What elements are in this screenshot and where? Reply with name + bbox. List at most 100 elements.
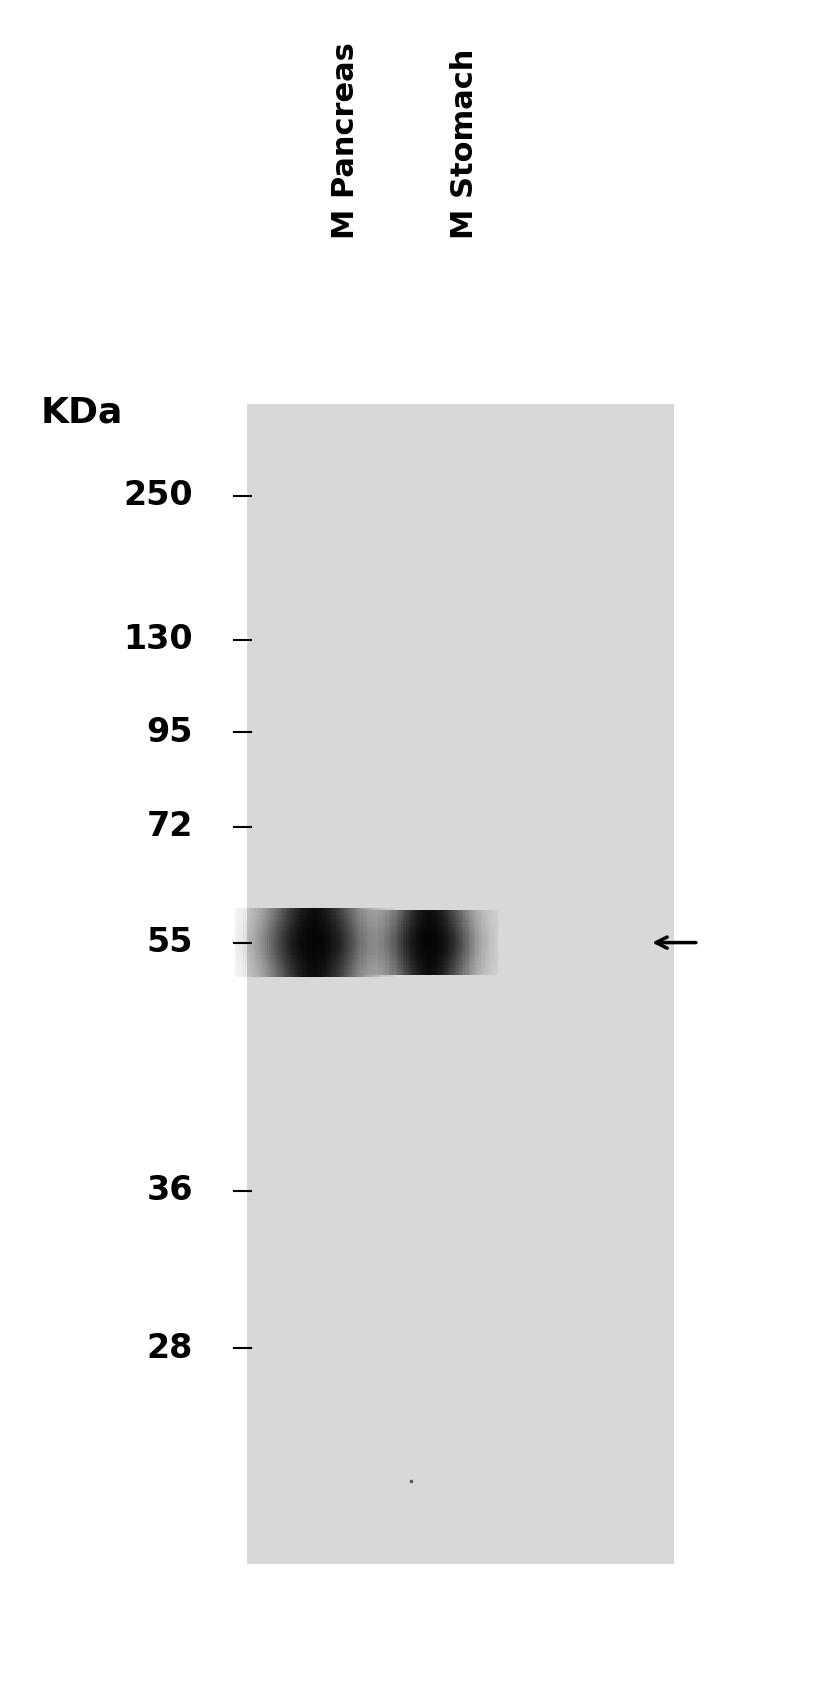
Bar: [263, 951, 266, 955]
Bar: [348, 970, 349, 974]
Bar: [397, 921, 399, 924]
Bar: [388, 970, 390, 974]
Bar: [326, 974, 327, 977]
Bar: [334, 967, 335, 970]
Bar: [293, 948, 295, 951]
Bar: [484, 931, 486, 934]
Bar: [432, 962, 434, 965]
Bar: [330, 951, 331, 955]
Bar: [473, 928, 475, 931]
Bar: [263, 948, 266, 951]
Bar: [486, 962, 487, 965]
Bar: [243, 933, 245, 938]
Bar: [270, 933, 271, 938]
Bar: [312, 926, 313, 929]
Bar: [259, 923, 261, 926]
Bar: [378, 931, 380, 934]
Bar: [437, 914, 439, 918]
Bar: [392, 948, 394, 951]
Bar: [320, 907, 321, 911]
Bar: [486, 911, 487, 914]
Bar: [394, 934, 395, 938]
Bar: [493, 938, 495, 941]
Bar: [303, 974, 306, 977]
Bar: [273, 951, 275, 955]
Bar: [299, 916, 302, 919]
Bar: [334, 911, 335, 916]
Bar: [479, 918, 481, 921]
Bar: [413, 921, 415, 924]
Bar: [386, 911, 388, 916]
Bar: [472, 965, 473, 968]
Bar: [469, 934, 470, 938]
Bar: [370, 974, 372, 977]
Bar: [417, 938, 418, 941]
Bar: [495, 965, 496, 968]
Bar: [496, 914, 498, 918]
Bar: [437, 965, 439, 968]
Bar: [453, 965, 455, 968]
Bar: [422, 972, 423, 975]
Bar: [367, 911, 370, 916]
Bar: [464, 911, 465, 914]
Bar: [436, 914, 437, 918]
Bar: [243, 926, 245, 929]
Bar: [496, 934, 498, 938]
Bar: [307, 963, 309, 967]
Bar: [255, 911, 257, 916]
Bar: [245, 907, 247, 977]
Bar: [388, 907, 390, 977]
Bar: [307, 967, 309, 970]
Bar: [335, 958, 338, 963]
Bar: [415, 914, 417, 918]
Bar: [235, 945, 237, 948]
Bar: [434, 951, 436, 955]
Bar: [372, 955, 374, 958]
Bar: [403, 911, 404, 975]
Bar: [245, 907, 247, 911]
Bar: [352, 948, 353, 951]
Bar: [428, 934, 431, 938]
Bar: [475, 928, 478, 931]
Bar: [372, 911, 373, 975]
Bar: [487, 972, 489, 975]
Bar: [404, 972, 406, 975]
Bar: [309, 916, 312, 919]
Bar: [261, 907, 263, 977]
Bar: [441, 948, 442, 951]
Bar: [493, 934, 495, 938]
Bar: [496, 938, 498, 941]
Bar: [362, 974, 363, 977]
Bar: [473, 951, 475, 955]
Bar: [261, 974, 263, 977]
Bar: [348, 923, 349, 926]
Bar: [376, 968, 378, 972]
Bar: [431, 921, 432, 924]
Bar: [478, 921, 479, 924]
Bar: [376, 911, 378, 975]
Bar: [335, 919, 338, 923]
Bar: [327, 911, 330, 916]
Bar: [390, 911, 392, 916]
Bar: [442, 924, 444, 928]
Bar: [395, 968, 397, 972]
Bar: [363, 945, 366, 948]
Bar: [306, 911, 307, 916]
Bar: [279, 919, 281, 923]
Bar: [352, 929, 353, 933]
Bar: [299, 970, 302, 974]
Bar: [397, 945, 399, 948]
Bar: [279, 955, 281, 958]
Bar: [387, 921, 389, 924]
Bar: [441, 965, 442, 968]
Bar: [338, 958, 339, 963]
Bar: [436, 948, 437, 951]
Bar: [372, 916, 374, 919]
Bar: [275, 911, 277, 916]
Bar: [353, 941, 356, 945]
Bar: [434, 958, 436, 962]
Bar: [384, 911, 386, 975]
Bar: [339, 907, 341, 911]
Bar: [390, 972, 392, 975]
Bar: [270, 951, 271, 955]
